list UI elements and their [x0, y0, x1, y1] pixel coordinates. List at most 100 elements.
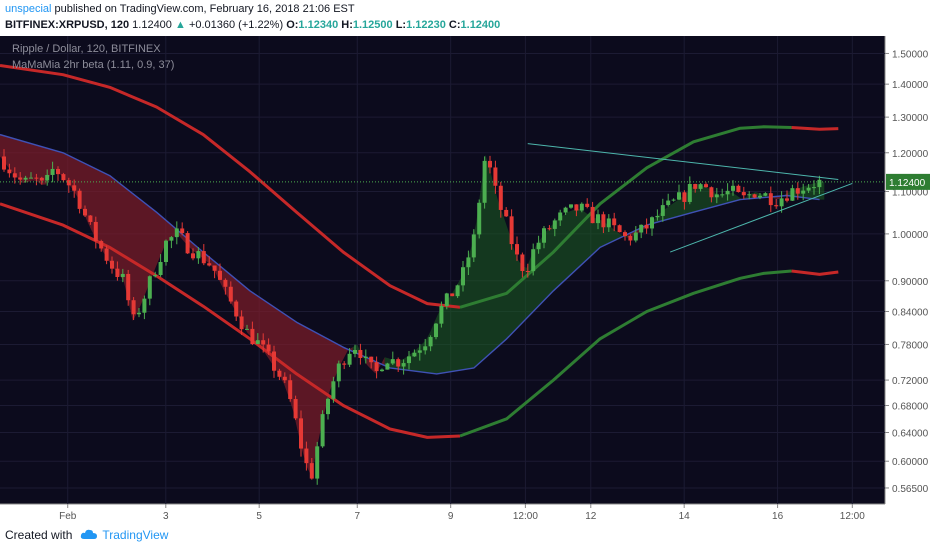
candle-body	[477, 202, 482, 235]
candle-body	[677, 192, 681, 200]
candle-body	[299, 418, 303, 449]
candle-body	[77, 190, 82, 209]
candle-body	[120, 273, 125, 278]
x-tick-label: 12	[585, 511, 597, 522]
triangle-upper-line	[527, 143, 839, 180]
tradingview-link[interactable]: TradingView	[102, 528, 169, 542]
candle-body	[353, 349, 357, 354]
cloud-fill-bullish	[650, 183, 774, 225]
candle-body	[61, 174, 66, 181]
candle-body	[385, 363, 390, 370]
published-info: unspecial published on TradingView.com, …	[5, 3, 355, 15]
cloud-fill-bearish	[627, 223, 651, 238]
candle-body	[785, 198, 789, 201]
candle-body	[201, 251, 206, 264]
candle-body	[407, 356, 411, 364]
candle-body	[563, 207, 568, 213]
footer: Created with TradingView	[5, 528, 168, 542]
indicator-title: MaMaMia 2hr beta (1.11, 0.9, 37)	[12, 59, 174, 71]
candle-body	[704, 184, 708, 188]
price-chart[interactable]: 1.50000 1.40000 1.30000 1.20000 1.10000 1.000…	[0, 36, 932, 522]
candle-body	[110, 260, 114, 269]
candle-body	[579, 203, 584, 211]
candle-body	[401, 363, 406, 367]
candle-body	[806, 187, 811, 191]
author-link[interactable]: unspecial	[5, 3, 52, 15]
high-label: H:	[341, 19, 353, 31]
price-axis[interactable]	[885, 36, 932, 522]
last-price-badge	[886, 173, 930, 190]
y-tick-label: 1.00000	[892, 230, 929, 241]
x-axis-ticks: Feb 3 5 7 9 12:00 12 14 16 12:00	[59, 504, 865, 522]
candle-body	[606, 218, 611, 228]
candle-body	[455, 285, 460, 297]
cloud-fill-bearish	[0, 134, 353, 476]
open-label: O:	[286, 19, 299, 31]
candle-body	[282, 376, 287, 381]
last-price-marker: 1.12400	[0, 173, 930, 190]
candle-body	[531, 249, 536, 272]
triangle-pattern	[527, 143, 853, 253]
candle-body	[2, 156, 6, 170]
candle-body	[369, 356, 374, 363]
low-value: 1.12230	[406, 19, 446, 31]
candle-body	[655, 215, 660, 218]
red-lower-band-tail-line	[791, 269, 839, 276]
y-tick-label: 0.56500	[892, 484, 929, 495]
y-tick-label: 0.72000	[892, 376, 929, 387]
candle-body	[774, 205, 779, 207]
candle-body	[12, 173, 17, 178]
candle-body	[164, 240, 168, 263]
y-tick-label: 0.90000	[892, 277, 929, 288]
candle-body	[768, 193, 773, 206]
candle-body	[504, 209, 509, 217]
candle-body	[272, 351, 276, 371]
candle-body	[790, 188, 795, 201]
x-tick-label: 3	[163, 511, 169, 522]
candle-body	[7, 169, 12, 174]
symbol-label: BITFINEX:XRPUSD, 120	[5, 19, 130, 31]
candle-body	[671, 199, 676, 201]
candle-body	[731, 185, 735, 191]
candle-body	[801, 190, 806, 194]
candle-body	[590, 206, 595, 224]
candle-body	[207, 263, 212, 266]
candle-body	[558, 212, 563, 221]
candle-body	[137, 312, 141, 315]
y-axis-ticks: 1.50000 1.40000 1.30000 1.20000 1.10000 1.000…	[885, 49, 929, 495]
candle-body	[239, 316, 244, 330]
candle-body	[342, 363, 347, 365]
x-tick-label: 12:00	[513, 511, 538, 522]
candle-body	[752, 194, 757, 198]
candle-body	[34, 177, 39, 179]
candle-body	[228, 286, 233, 302]
y-tick-label: 1.50000	[892, 49, 929, 60]
candle-body	[304, 448, 309, 464]
last-price-label: 1.12400	[889, 178, 926, 189]
candle-body	[488, 160, 492, 168]
last-price: 1.12400	[132, 19, 172, 31]
candle-body	[736, 185, 741, 193]
candle-body	[763, 193, 768, 196]
candle-body	[428, 337, 433, 347]
y-tick-label: 0.84000	[892, 307, 929, 318]
candle-body	[39, 177, 44, 181]
candle-body	[612, 218, 617, 226]
candle-body	[309, 463, 314, 479]
candle-body	[266, 344, 271, 352]
candles	[2, 149, 822, 485]
candle-body	[347, 353, 352, 365]
candle-body	[596, 214, 600, 224]
candle-body	[196, 251, 201, 259]
candle-body	[417, 350, 422, 353]
candle-body	[709, 187, 714, 198]
candle-body	[336, 363, 341, 382]
candle-body	[331, 381, 336, 399]
candle-body	[666, 200, 671, 206]
candle-body	[153, 275, 158, 277]
candle-body	[191, 253, 195, 259]
time-axis[interactable]	[0, 504, 885, 522]
candle-body	[536, 242, 541, 250]
y-tick-label: 1.40000	[892, 80, 929, 91]
candle-body	[72, 185, 77, 191]
